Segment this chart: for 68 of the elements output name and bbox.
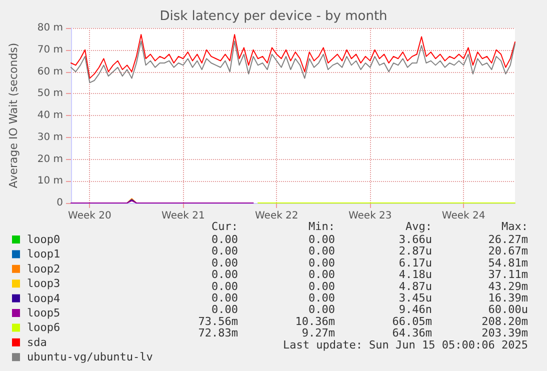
- text: 2.87u: [398, 244, 432, 258]
- text: 26.27m: [488, 233, 528, 246]
- text: 0.00: [212, 292, 238, 304]
- legend-label: sda: [27, 336, 47, 349]
- text: 73.56m: [198, 314, 238, 328]
- legend-label: loop0: [27, 233, 60, 246]
- legend-label: loop2: [27, 262, 60, 276]
- text: 0.00: [308, 256, 335, 270]
- text: Min:: [308, 220, 335, 233]
- text: 4.87u: [398, 280, 432, 293]
- y-tick-label: 20 m: [37, 154, 63, 165]
- legend-label: loop5: [27, 306, 60, 320]
- text: 203.39m: [482, 326, 528, 340]
- text: 0.00: [212, 268, 238, 282]
- text: 9.27m: [302, 326, 336, 340]
- y-tick-label: 30 m: [37, 132, 63, 143]
- line-series: [70, 40, 516, 84]
- x-tick-label: Week 21: [162, 210, 205, 222]
- text: 60.00u: [488, 303, 528, 316]
- text: 0.00: [308, 292, 335, 304]
- text: 37.11m: [488, 268, 528, 282]
- text: 0.00: [212, 256, 238, 270]
- text: Max:: [502, 220, 528, 233]
- text: Cur:: [212, 220, 238, 233]
- y-tick-label: 50 m: [37, 88, 63, 100]
- text: 64.36m: [392, 326, 432, 340]
- y-axis-title: Average IO Wait (seconds): [7, 42, 20, 188]
- text: 0.00: [308, 233, 335, 246]
- text: Avg:: [406, 220, 432, 233]
- text: 9.46n: [398, 303, 432, 316]
- text: 72.83m: [198, 326, 238, 340]
- text: 208.20m: [482, 314, 528, 328]
- chart-title: Disk latency per device - by month: [160, 9, 388, 24]
- text: 43.29m: [488, 280, 528, 293]
- x-tick-label: Week 23: [348, 210, 392, 222]
- text: 66.05m: [392, 314, 432, 328]
- text: 16.39m: [488, 292, 528, 304]
- legend-label: loop1: [27, 248, 60, 261]
- text: 0.00: [308, 280, 335, 293]
- y-tick-label: 10 m: [37, 176, 63, 187]
- text: Last update: Sun Jun 15 05:00:06 2025: [282, 338, 528, 352]
- legend-label: loop4: [27, 292, 60, 305]
- text: 0.00: [212, 244, 238, 258]
- text: 54.81m: [488, 256, 528, 270]
- text: 3.45u: [398, 292, 432, 304]
- y-tick-label: 0: [56, 198, 63, 208]
- text: 0.00: [308, 268, 335, 282]
- text: 0.00: [308, 244, 335, 258]
- y-tick-label: 80 m: [37, 22, 63, 34]
- text: 0.00: [212, 233, 238, 246]
- text: 4.18u: [398, 268, 432, 282]
- text: 6.17u: [398, 256, 432, 270]
- x-tick-label: Week 22: [254, 210, 298, 222]
- text: 10.36m: [295, 314, 336, 328]
- text: 0.00: [212, 280, 238, 293]
- line-series: [70, 34, 516, 79]
- x-tick-label: Week 24: [442, 210, 486, 222]
- text: 0.00: [212, 303, 238, 316]
- legend-label: loop3: [27, 277, 60, 290]
- x-tick-label: Week 20: [68, 210, 112, 222]
- y-tick-label: 70 m: [37, 44, 63, 56]
- y-tick-label: 60 m: [37, 66, 63, 78]
- legend-label: loop6: [27, 321, 60, 334]
- text: 3.66u: [398, 233, 432, 246]
- y-tick-label: 40 m: [37, 110, 63, 121]
- text: 0.00: [308, 303, 335, 316]
- legend-label: ubuntu-vg/ubuntu-lv: [27, 350, 154, 364]
- text: 20.67m: [488, 244, 528, 258]
